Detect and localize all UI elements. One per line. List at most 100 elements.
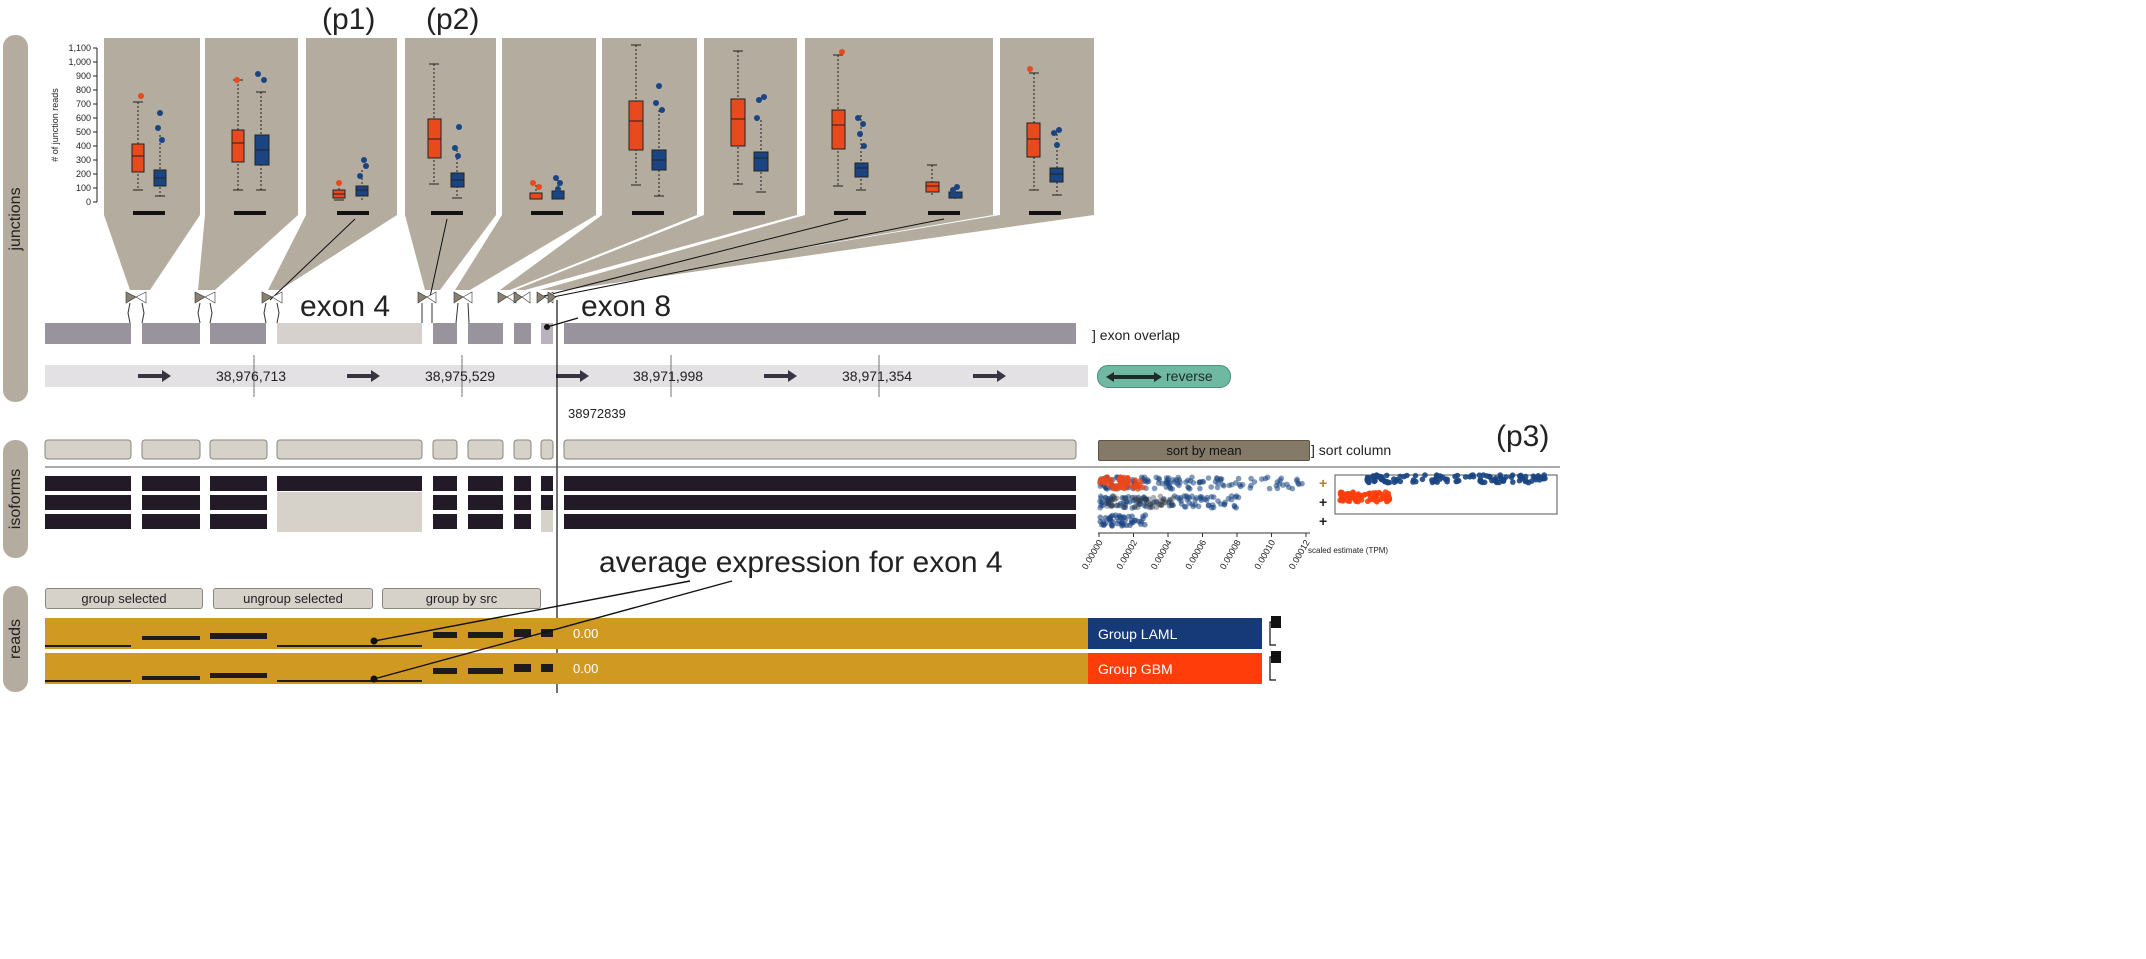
scatter-point — [1109, 503, 1116, 509]
zoom-point — [1532, 474, 1538, 481]
exon4-label: exon 4 — [300, 290, 391, 323]
ytick-label: 0 — [86, 197, 91, 207]
zoom-point — [1497, 472, 1503, 478]
scatter-x-ticks: 0.00000 0.00002 0.00004 0.00006 0.00008 0.000… — [1080, 533, 1312, 571]
junction-panel-2 — [198, 38, 298, 290]
scatter-xlabel: scaled estimate (TPM) — [1308, 546, 1388, 555]
position-label-3: 38,971,998 — [633, 368, 704, 384]
scatter-point — [1114, 520, 1121, 527]
scatter-point — [1161, 496, 1167, 503]
zoom-point — [1442, 476, 1449, 482]
scatter-point — [1112, 512, 1119, 518]
group-laml-label[interactable]: Group LAML — [1098, 626, 1178, 642]
zoom-point — [1433, 477, 1440, 484]
scatter-point — [1189, 474, 1195, 481]
scatter-tick-label: 0.00002 — [1114, 538, 1139, 571]
reads-tracks[interactable] — [45, 618, 1262, 684]
scatter-point — [1149, 504, 1156, 511]
scatter-point — [1168, 502, 1175, 508]
scatter-point — [1129, 513, 1135, 520]
junction-panels — [104, 38, 1094, 290]
scatter-point — [1119, 521, 1125, 527]
group-toggle-1[interactable] — [1271, 616, 1281, 628]
scatter-point — [1235, 475, 1242, 482]
zoom-point — [1397, 478, 1404, 485]
cursor-position-label: 38972839 — [568, 406, 626, 421]
reverse-button[interactable]: reverse — [1097, 365, 1231, 388]
scatter-point — [1133, 495, 1139, 501]
isoform-exon-headers[interactable] — [44, 439, 1077, 460]
zoom-point — [1486, 473, 1493, 480]
junction-panel-5 — [455, 38, 596, 290]
junction-panel-3 — [268, 38, 397, 290]
scatter-point — [1113, 483, 1119, 489]
ungroup-selected-button[interactable]: ungroup selected — [213, 588, 373, 609]
scatter-point — [1107, 516, 1113, 523]
scatter-point — [1098, 493, 1104, 500]
scatter-point — [1166, 498, 1173, 504]
scatter-point — [1183, 493, 1190, 499]
junction-markers[interactable] — [125, 291, 557, 304]
zoom-point — [1528, 478, 1535, 484]
reads-section-tab[interactable]: reads — [3, 586, 28, 692]
scatter-point — [1208, 494, 1215, 500]
exon-overlap-track[interactable] — [45, 323, 1076, 344]
junction-panel-8 — [540, 38, 993, 290]
scatter-point — [1221, 501, 1228, 508]
zoom-point — [1404, 472, 1410, 479]
row-marker-3[interactable]: + — [1319, 513, 1327, 529]
ytick-label: 700 — [76, 99, 91, 109]
zoom-point — [1371, 478, 1377, 485]
scatter-point — [1107, 495, 1114, 502]
zoom-point — [1498, 476, 1505, 483]
scatter-point — [1138, 518, 1145, 525]
isoforms-section-tab[interactable]: isoforms — [3, 440, 28, 558]
direction-arrows — [138, 370, 1006, 382]
scatter-point — [1166, 499, 1172, 506]
group-gbm-label[interactable]: Group GBM — [1098, 661, 1173, 677]
row-marker-2[interactable]: + — [1319, 494, 1327, 510]
zoom-point — [1397, 473, 1403, 480]
junctions-section-tab[interactable]: junctions — [3, 35, 28, 402]
scatter-point — [1104, 503, 1111, 509]
scatter-point — [1102, 515, 1109, 521]
position-axis-track[interactable] — [45, 355, 1088, 397]
scatter-point — [1118, 514, 1124, 521]
scatter-tick-label: 0.00006 — [1183, 538, 1208, 571]
scatter-point — [1137, 498, 1144, 504]
row-marker-1[interactable]: + — [1319, 475, 1327, 491]
group-selected-button[interactable]: group selected — [45, 588, 203, 609]
junction-y-ticks: 0 100 200 300 400 500 600 700 800 900 1,000 1,100 — [68, 43, 97, 207]
ytick-label: 200 — [76, 169, 91, 179]
scatter-point — [1163, 475, 1170, 481]
zoom-point — [1462, 474, 1469, 480]
scatter-point — [1102, 480, 1108, 486]
junction-view: 0 100 200 300 400 500 600 700 800 900 1,000 1,100 #… — [44, 38, 1560, 693]
scatter-point — [1119, 494, 1126, 501]
sort-by-mean-button[interactable]: sort by mean — [1098, 440, 1310, 461]
double-arrow-icon — [1106, 372, 1162, 382]
scatter-point — [1123, 522, 1130, 529]
scatter-point — [1146, 504, 1153, 511]
scatter-point — [1116, 476, 1122, 483]
zoom-point — [1480, 472, 1487, 478]
scatter-point — [1167, 480, 1173, 487]
scatter-point — [1205, 475, 1212, 481]
expression-scatter[interactable] — [1097, 474, 1305, 529]
group-toggle-2[interactable] — [1271, 651, 1281, 663]
scatter-point — [1266, 485, 1273, 492]
group-by-src-button[interactable]: group by src — [382, 588, 541, 609]
sort-column-label: ] sort column — [1311, 442, 1392, 458]
scatter-tick-label: 0.00000 — [1080, 538, 1105, 571]
scatter-point — [1214, 476, 1220, 482]
isoform-rows[interactable] — [45, 476, 1076, 532]
scatter-point — [1296, 481, 1302, 488]
scatter-point — [1124, 479, 1131, 486]
scatter-point — [1178, 495, 1184, 501]
ytick-label: 100 — [76, 183, 91, 193]
scatter-point — [1150, 494, 1157, 501]
scatter-point — [1145, 496, 1152, 502]
scatter-point — [1162, 499, 1168, 505]
scatter-point — [1158, 498, 1164, 504]
scatter-point — [1132, 477, 1138, 483]
